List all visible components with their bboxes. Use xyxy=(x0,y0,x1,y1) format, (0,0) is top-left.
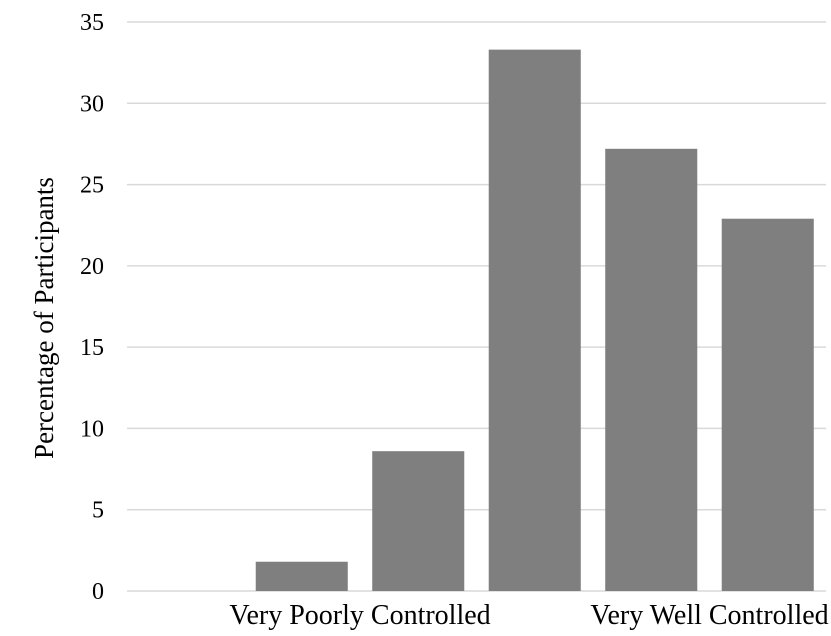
y-tick-label: 0 xyxy=(92,579,104,605)
y-tick-label: 20 xyxy=(80,254,104,280)
bar-3 xyxy=(372,451,465,591)
y-tick-label: 35 xyxy=(80,10,104,36)
y-tick-label: 15 xyxy=(80,335,104,361)
y-tick-label: 5 xyxy=(92,498,104,524)
x-label-very-poorly-controlled: Very Poorly Controlled xyxy=(229,600,490,631)
y-tick-label: 25 xyxy=(80,173,104,199)
x-axis-category-labels: Very Poorly Controlled Very Well Controll… xyxy=(229,600,828,631)
bar-6 xyxy=(721,218,814,591)
y-axis-title: Percentage of Participants xyxy=(29,177,59,459)
bar-4 xyxy=(488,49,581,591)
x-label-very-well-controlled: Very Well Controlled xyxy=(590,600,828,631)
gridlines xyxy=(127,21,826,592)
bar-2 xyxy=(255,561,348,591)
y-tick-label: 30 xyxy=(80,91,104,117)
bar-5 xyxy=(605,148,698,591)
bars xyxy=(255,49,814,591)
y-axis-ticks: 0 5 10 15 20 25 30 35 xyxy=(80,10,104,605)
y-tick-label: 10 xyxy=(80,416,104,442)
